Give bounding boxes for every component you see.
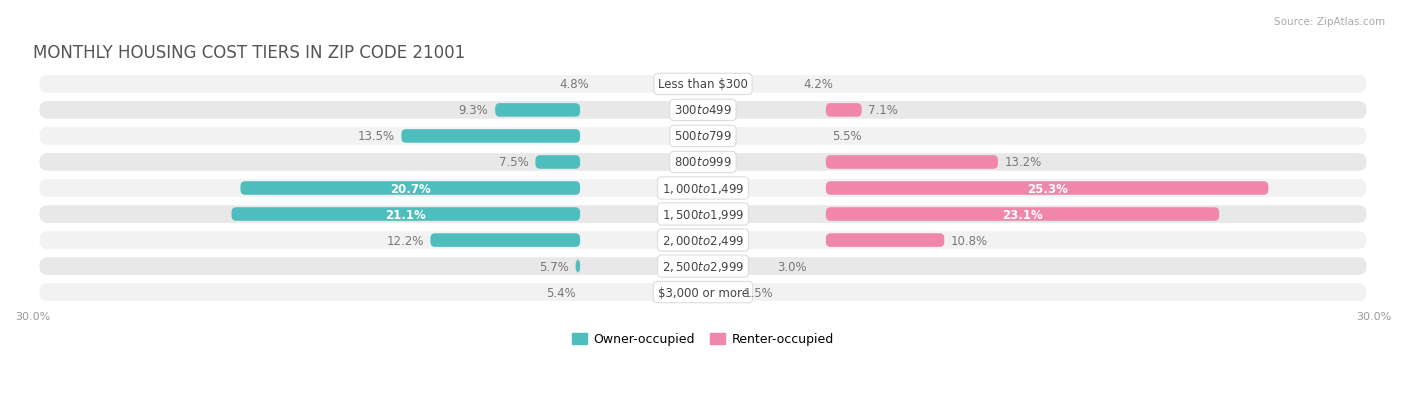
FancyBboxPatch shape [39,284,1367,301]
Text: 4.8%: 4.8% [560,78,589,91]
Text: 3.0%: 3.0% [776,260,807,273]
Text: 12.2%: 12.2% [387,234,423,247]
Text: 5.4%: 5.4% [546,286,575,299]
Text: 1.5%: 1.5% [744,286,773,299]
Text: $1,500 to $1,999: $1,500 to $1,999 [662,207,744,221]
FancyBboxPatch shape [825,182,1268,195]
Text: 20.7%: 20.7% [389,182,430,195]
Text: MONTHLY HOUSING COST TIERS IN ZIP CODE 21001: MONTHLY HOUSING COST TIERS IN ZIP CODE 2… [32,44,465,62]
FancyBboxPatch shape [575,260,581,273]
FancyBboxPatch shape [39,154,1367,171]
Text: $800 to $999: $800 to $999 [673,156,733,169]
FancyBboxPatch shape [825,104,862,117]
Text: Less than $300: Less than $300 [658,78,748,91]
Text: 7.1%: 7.1% [869,104,898,117]
Text: $300 to $499: $300 to $499 [673,104,733,117]
Text: 7.5%: 7.5% [499,156,529,169]
FancyBboxPatch shape [39,232,1367,249]
FancyBboxPatch shape [825,208,1219,221]
Text: 21.1%: 21.1% [385,208,426,221]
FancyBboxPatch shape [240,182,581,195]
FancyBboxPatch shape [825,234,945,247]
Text: 13.5%: 13.5% [357,130,395,143]
FancyBboxPatch shape [39,180,1367,197]
Text: $2,500 to $2,999: $2,500 to $2,999 [662,259,744,273]
Text: 9.3%: 9.3% [458,104,488,117]
FancyBboxPatch shape [39,102,1367,119]
Text: $500 to $799: $500 to $799 [673,130,733,143]
Text: 4.2%: 4.2% [804,78,834,91]
Text: Source: ZipAtlas.com: Source: ZipAtlas.com [1274,17,1385,26]
Text: 23.1%: 23.1% [1002,208,1043,221]
FancyBboxPatch shape [401,130,581,143]
Text: 5.5%: 5.5% [832,130,862,143]
FancyBboxPatch shape [39,76,1367,93]
FancyBboxPatch shape [430,234,581,247]
Text: $3,000 or more: $3,000 or more [658,286,748,299]
Text: $2,000 to $2,499: $2,000 to $2,499 [662,233,744,247]
Text: $1,000 to $1,499: $1,000 to $1,499 [662,182,744,195]
Text: 10.8%: 10.8% [950,234,988,247]
FancyBboxPatch shape [495,104,581,117]
Text: 5.7%: 5.7% [538,260,569,273]
FancyBboxPatch shape [39,258,1367,275]
FancyBboxPatch shape [39,206,1367,223]
Text: 13.2%: 13.2% [1005,156,1042,169]
Legend: Owner-occupied, Renter-occupied: Owner-occupied, Renter-occupied [568,328,838,351]
FancyBboxPatch shape [825,156,998,169]
FancyBboxPatch shape [536,156,581,169]
FancyBboxPatch shape [232,208,581,221]
Text: 25.3%: 25.3% [1026,182,1067,195]
FancyBboxPatch shape [39,128,1367,145]
